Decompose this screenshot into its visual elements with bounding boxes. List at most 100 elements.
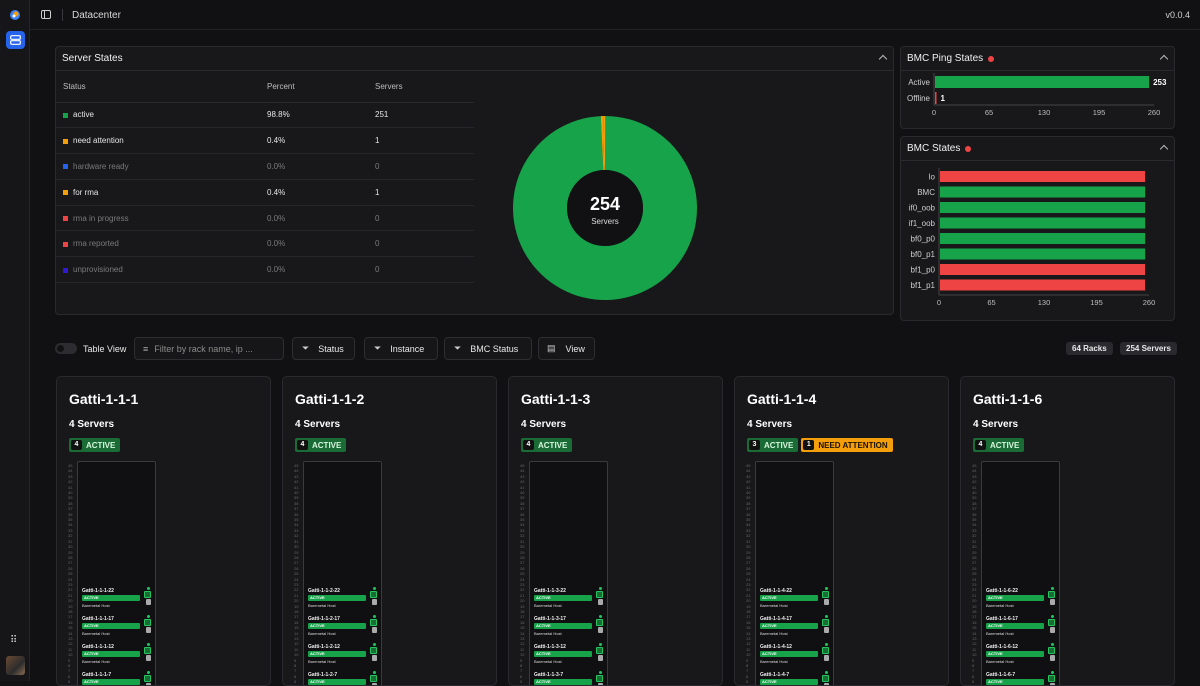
power-icon[interactable] — [596, 619, 603, 626]
power-icon[interactable] — [1048, 647, 1055, 654]
trash-icon[interactable] — [1049, 655, 1055, 661]
status-badge[interactable]: 3 ACTIVE — [747, 438, 799, 452]
power-icon[interactable] — [1048, 591, 1055, 598]
rack-unit-label: 22 — [746, 587, 751, 593]
power-icon[interactable] — [822, 619, 829, 626]
server-slot[interactable]: Gatti-1-1-6-17 ACTIVE Baremetal Host — [984, 615, 1057, 639]
column-header-status[interactable]: Status — [56, 72, 260, 103]
table-row[interactable]: need attention 0.4% 1 — [56, 127, 474, 155]
bar-if0_oob[interactable] — [940, 202, 1146, 213]
server-slot[interactable]: Gatti-1-1-6-22 ACTIVE Baremetal Host — [984, 587, 1057, 611]
table-row[interactable]: unprovisioned 0.0% 0 — [56, 256, 474, 284]
status-badge[interactable]: 4 ACTIVE — [295, 438, 347, 452]
table-row[interactable]: active 98.8% 251 — [56, 102, 474, 129]
server-slot[interactable]: Gatti-1-1-1-7 ACTIVE Baremetal Host — [80, 671, 153, 685]
server-slot[interactable]: Gatti-1-1-1-17 ACTIVE Baremetal Host — [80, 615, 153, 639]
trash-icon[interactable] — [823, 627, 829, 633]
server-slot[interactable]: Gatti-1-1-2-17 ACTIVE Baremetal Host — [306, 615, 379, 639]
server-slot[interactable]: Gatti-1-1-3-12 ACTIVE Baremetal Host — [532, 643, 605, 667]
sidebar-toggle-icon[interactable] — [41, 10, 51, 19]
power-icon[interactable] — [1048, 619, 1055, 626]
bar-bf0_p0[interactable] — [940, 233, 1146, 244]
rack-card[interactable]: Gatti-1-1-6 4 Servers 4 ACTIVE 45 44 43 42 41… — [960, 376, 1175, 686]
power-icon[interactable] — [370, 619, 377, 626]
trash-icon[interactable] — [1049, 627, 1055, 633]
power-icon[interactable] — [596, 591, 603, 598]
rack-card[interactable]: Gatti-1-1-2 4 Servers 4 ACTIVE 45 44 43 42 41… — [282, 376, 497, 686]
avatar[interactable] — [6, 656, 25, 675]
view-button[interactable]: ▤ View — [538, 337, 595, 360]
trash-icon[interactable] — [145, 655, 151, 661]
donut-slice-active[interactable] — [513, 116, 697, 300]
bar-if1_oob[interactable] — [940, 217, 1146, 229]
rack-unit-label: 28 — [294, 554, 299, 560]
trash-icon[interactable] — [371, 599, 377, 605]
instance-filter-button[interactable]: ⏷ Instance — [364, 337, 438, 360]
nav-servers-button[interactable] — [6, 31, 25, 49]
trash-icon[interactable] — [371, 655, 377, 661]
table-view-toggle[interactable] — [55, 343, 77, 354]
bar-bf0_p1[interactable] — [940, 248, 1146, 260]
bar-offline[interactable] — [935, 92, 937, 104]
trash-icon[interactable] — [823, 655, 829, 661]
status-filter-button[interactable]: ⏷ Status — [292, 337, 355, 360]
server-slot[interactable]: Gatti-1-1-4-22 ACTIVE Baremetal Host — [758, 587, 831, 611]
filter-input[interactable]: ≡ Filter by rack name, ip ... — [134, 337, 284, 360]
trash-icon[interactable] — [371, 627, 377, 633]
power-icon[interactable] — [144, 647, 151, 654]
table-row[interactable]: hardware ready 0.0% 0 — [56, 153, 474, 180]
bar-bmc[interactable] — [940, 186, 1146, 198]
trash-icon[interactable] — [145, 627, 151, 633]
trash-icon[interactable] — [597, 655, 603, 661]
status-badge[interactable]: 4 ACTIVE — [973, 438, 1025, 452]
rack-card[interactable]: Gatti-1-1-1 4 Servers 4 ACTIVE 45 44 43 42 41… — [56, 376, 271, 686]
rack-card[interactable]: Gatti-1-1-4 4 Servers 3 ACTIVE 1 NEED ATTEN… — [734, 376, 949, 686]
power-icon[interactable] — [144, 591, 151, 598]
server-slot[interactable]: Gatti-1-1-2-12 ACTIVE Baremetal Host — [306, 643, 379, 667]
power-icon[interactable] — [144, 619, 151, 626]
trash-icon[interactable] — [1049, 599, 1055, 605]
bmc-status-filter-button[interactable]: ⏷ BMC Status — [444, 337, 532, 360]
column-header-percent[interactable]: Percent — [260, 72, 368, 103]
server-slot[interactable]: Gatti-1-1-6-12 ACTIVE Baremetal Host — [984, 643, 1057, 667]
power-icon[interactable] — [596, 647, 603, 654]
breadcrumb[interactable]: Datacenter — [72, 10, 121, 21]
server-slot[interactable]: Gatti-1-1-4-17 ACTIVE Baremetal Host — [758, 615, 831, 639]
server-slot[interactable]: Gatti-1-1-1-12 ACTIVE Baremetal Host — [80, 643, 153, 667]
server-slot[interactable]: Gatti-1-1-1-22 ACTIVE Baremetal Host — [80, 587, 153, 611]
server-slot[interactable]: Gatti-1-1-3-17 ACTIVE Baremetal Host — [532, 615, 605, 639]
server-slot[interactable]: Gatti-1-1-4-12 ACTIVE Baremetal Host — [758, 643, 831, 667]
power-icon[interactable] — [370, 647, 377, 654]
power-icon[interactable] — [370, 591, 377, 598]
apps-grid-icon[interactable]: ⠿ — [10, 635, 18, 646]
donut-slice-need-attention[interactable] — [600, 116, 605, 171]
power-icon[interactable] — [822, 647, 829, 654]
table-row[interactable]: rma in progress 0.0% 0 — [56, 205, 474, 232]
server-slot[interactable]: Gatti-1-1-4-7 ACTIVE Baremetal Host — [758, 671, 831, 685]
rack-unit-label: 24 — [972, 576, 977, 582]
trash-icon[interactable] — [597, 627, 603, 633]
rack-card[interactable]: Gatti-1-1-3 4 Servers 4 ACTIVE 45 44 43 42 41… — [508, 376, 723, 686]
server-slot[interactable]: Gatti-1-1-3-7 ACTIVE Baremetal Host — [532, 671, 605, 685]
table-row[interactable]: rma reported 0.0% 0 — [56, 230, 474, 258]
trash-icon[interactable] — [597, 599, 603, 605]
server-slot[interactable]: Gatti-1-1-2-7 ACTIVE Baremetal Host — [306, 671, 379, 685]
status-badge[interactable]: 1 NEED ATTENTION — [801, 438, 893, 452]
bar-lo[interactable] — [940, 171, 1146, 182]
trash-icon[interactable] — [823, 599, 829, 605]
server-name: Gatti-1-1-2-22 — [308, 588, 340, 594]
server-slot[interactable]: Gatti-1-1-6-7 ACTIVE Baremetal Host — [984, 671, 1057, 685]
bar-bf1_p0[interactable] — [940, 264, 1146, 275]
status-badge[interactable]: 4 ACTIVE — [521, 438, 573, 452]
server-slot[interactable]: Gatti-1-1-3-22 ACTIVE Baremetal Host — [532, 587, 605, 611]
bar-active[interactable] — [935, 76, 1150, 88]
status-badge[interactable]: 4 ACTIVE — [69, 438, 121, 452]
app-logo-icon[interactable] — [9, 9, 21, 21]
power-icon[interactable] — [822, 591, 829, 598]
server-slot[interactable]: Gatti-1-1-2-22 ACTIVE Baremetal Host — [306, 587, 379, 611]
trash-icon[interactable] — [145, 599, 151, 605]
bar-bf1_p1[interactable] — [940, 279, 1146, 291]
column-header-servers[interactable]: Servers — [368, 72, 474, 103]
donut-slice-for-rma[interactable] — [603, 116, 606, 171]
table-row[interactable]: for rma 0.4% 1 — [56, 179, 474, 206]
